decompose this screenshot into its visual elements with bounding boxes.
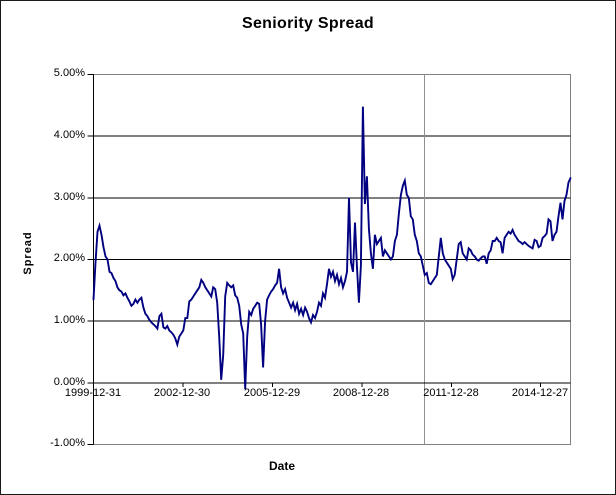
x-tick-label: 2008-12-28 xyxy=(332,387,390,399)
x-tick-label: 1999-12-31 xyxy=(64,387,122,399)
x-tick-label: 2011-12-28 xyxy=(423,387,479,399)
y-tick-label: 0.00% xyxy=(53,376,85,388)
y-tick-label: 4.00% xyxy=(53,129,85,141)
y-axis-title: Spread xyxy=(22,231,34,275)
x-axis-title: Date xyxy=(268,459,296,473)
chart-title: Seniority Spread xyxy=(242,15,374,32)
x-tick-label: 2005-12-29 xyxy=(243,387,301,399)
y-tick-label: 3.00% xyxy=(53,191,85,203)
y-tick-label: 2.00% xyxy=(53,252,85,264)
x-tick-label: 2002-12-30 xyxy=(153,387,211,399)
series-seniority-spread xyxy=(92,106,572,390)
x-tick-label: 2014-12-27 xyxy=(511,387,569,399)
y-tick-label: 1.00% xyxy=(53,314,85,326)
y-tick-label: 5.00% xyxy=(53,67,85,79)
y-tick-label: -1.00% xyxy=(50,437,85,449)
